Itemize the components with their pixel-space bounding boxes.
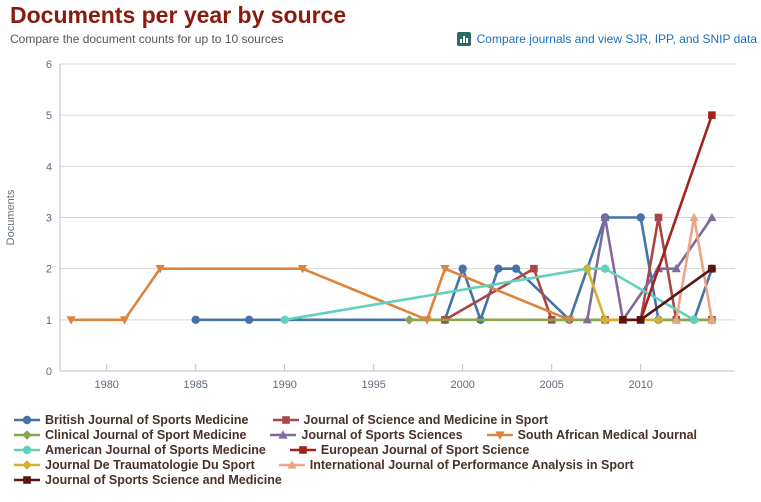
y-tick-label: 6: [46, 59, 52, 71]
legend-item-label: Journal of Science and Medicine in Sport: [303, 413, 549, 427]
legend-item-label: American Journal of Sports Medicine: [45, 443, 266, 457]
y-tick-label: 2: [46, 264, 52, 276]
legend-item-clinical-journal-of-sport-medicine[interactable]: Clinical Journal of Sport Medicine: [14, 428, 246, 442]
data-point-marker[interactable]: [708, 111, 716, 119]
compare-journals-link-label: Compare journals and view SJR, IPP, and …: [476, 32, 757, 46]
data-point-marker[interactable]: [244, 315, 254, 325]
data-point-marker[interactable]: [299, 446, 307, 454]
x-tick-label: 1990: [272, 379, 296, 391]
data-point-marker[interactable]: [708, 264, 716, 273]
documents-per-year-chart: 0 1 2 3 4 5 6 1980 1985 1990 1995 2000 2005 2010 Docum…: [5, 59, 735, 391]
data-point-marker[interactable]: [22, 445, 32, 455]
data-point-marker[interactable]: [653, 315, 664, 325]
x-tick-label: 2010: [628, 379, 652, 391]
legend-item-european-journal-of-sport-science[interactable]: European Journal of Sport Science: [289, 443, 530, 457]
legend-item-journal-de-traumatologie-du-sport[interactable]: Journal De Traumatologie Du Sport: [14, 458, 255, 472]
series-international-journal-of-performance-analysis-in-sport: [671, 212, 717, 324]
data-point-marker[interactable]: [23, 476, 31, 484]
x-tick-label: 2005: [539, 379, 563, 391]
data-point-marker[interactable]: [404, 315, 415, 325]
legend-item-label: Clinical Journal of Sport Medicine: [45, 428, 247, 442]
x-tick-label: 1980: [94, 379, 118, 391]
legend-item-journal-of-sports-sciences[interactable]: Journal of Sports Sciences: [270, 428, 463, 442]
legend-marker-icon: [270, 430, 297, 439]
legend-marker-icon: [278, 460, 305, 469]
x-tick-label: 2000: [450, 379, 474, 391]
chart-header: Documents per year by source Compare the…: [10, 2, 757, 46]
data-point-marker[interactable]: [287, 460, 297, 469]
y-tick-label: 5: [46, 110, 52, 122]
chart-legend: British Journal of Sports Medicine Journa…: [14, 413, 761, 488]
legend-marker-icon: [14, 476, 40, 484]
data-point-marker[interactable]: [600, 315, 610, 325]
legend-marker-icon: [14, 430, 40, 440]
legend-item-british-journal-of-sports-medicine[interactable]: British Journal of Sports Medicine: [14, 413, 249, 427]
data-point-marker[interactable]: [155, 265, 165, 274]
legend-item-label: International Journal of Performance Ana…: [309, 458, 634, 472]
legend-marker-icon: [14, 460, 40, 470]
data-point-marker[interactable]: [22, 430, 32, 440]
legend-marker-icon: [289, 446, 316, 454]
data-point-marker[interactable]: [494, 264, 503, 273]
y-tick-label: 4: [46, 161, 52, 173]
legend-marker-icon: [272, 416, 299, 424]
legend-item-label: British Journal of Sports Medicine: [45, 413, 249, 427]
data-point-marker[interactable]: [707, 315, 717, 324]
y-tick-label: 0: [46, 366, 52, 378]
data-point-marker[interactable]: [654, 213, 663, 222]
x-tick-label: 1995: [361, 379, 385, 391]
data-point-marker[interactable]: [280, 315, 289, 325]
data-point-marker[interactable]: [440, 265, 450, 274]
x-tick-label: 1985: [183, 379, 207, 391]
data-point-marker[interactable]: [600, 212, 610, 222]
legend-item-label: South African Medical Journal: [517, 428, 698, 442]
series-south-african-medical-journal: [66, 265, 575, 325]
chart-subtitle: Compare the document counts for up to 10…: [10, 32, 284, 46]
data-point-marker[interactable]: [582, 315, 592, 324]
data-point-marker[interactable]: [600, 264, 610, 273]
data-point-marker[interactable]: [689, 315, 699, 325]
data-point-marker[interactable]: [22, 415, 32, 425]
legend-item-label: Journal of Sports Science and Medicine: [45, 473, 282, 487]
data-point-marker[interactable]: [511, 264, 521, 273]
data-point-marker[interactable]: [671, 263, 681, 273]
data-point-marker[interactable]: [564, 316, 575, 325]
data-point-marker[interactable]: [22, 460, 32, 470]
data-point-marker[interactable]: [494, 431, 505, 440]
page-title: Documents per year by source: [10, 2, 347, 28]
series-journal-of-sports-science-and-medicine: [619, 264, 716, 324]
data-point-marker[interactable]: [671, 315, 681, 324]
legend-item-journal-of-sports-science-and-medicine[interactable]: Journal of Sports Science and Medicine: [14, 473, 282, 487]
data-point-marker[interactable]: [689, 212, 699, 222]
data-point-marker[interactable]: [636, 213, 645, 222]
data-point-marker[interactable]: [530, 264, 538, 273]
data-point-marker[interactable]: [278, 430, 289, 439]
y-tick-label: 3: [46, 212, 52, 224]
legend-item-journal-of-science-and-medicine-in-sport[interactable]: Journal of Science and Medicine in Sport: [272, 413, 549, 427]
compare-journals-link[interactable]: Compare journals and view SJR, IPP, and …: [456, 32, 757, 46]
data-point-marker[interactable]: [707, 212, 717, 222]
legend-marker-icon: [486, 431, 513, 440]
data-point-marker[interactable]: [619, 316, 627, 324]
legend-marker-icon: [14, 415, 40, 425]
bar-chart-icon: [456, 32, 471, 46]
y-tick-label: 1: [46, 315, 52, 327]
legend-item-label: Journal of Sports Sciences: [301, 428, 463, 442]
legend-item-international-journal-of-performance-analysis-in-sport[interactable]: International Journal of Performance Ana…: [278, 458, 634, 472]
data-point-marker[interactable]: [191, 315, 200, 325]
legend-item-label: European Journal of Sport Science: [320, 443, 530, 457]
data-point-marker[interactable]: [458, 264, 467, 273]
data-point-marker[interactable]: [636, 316, 645, 324]
data-point-marker[interactable]: [582, 263, 593, 274]
legend-item-label: Journal De Traumatologie Du Sport: [45, 458, 255, 472]
data-point-marker[interactable]: [297, 265, 308, 274]
data-point-marker[interactable]: [119, 316, 130, 325]
legend-item-south-african-medical-journal[interactable]: South African Medical Journal: [486, 428, 698, 442]
data-point-marker[interactable]: [422, 316, 432, 325]
legend-marker-icon: [14, 445, 40, 455]
data-point-marker[interactable]: [281, 416, 290, 424]
legend-item-american-journal-of-sports-medicine[interactable]: American Journal of Sports Medicine: [14, 443, 266, 457]
data-point-marker[interactable]: [66, 316, 76, 325]
y-axis-title: Documents: [5, 189, 17, 245]
